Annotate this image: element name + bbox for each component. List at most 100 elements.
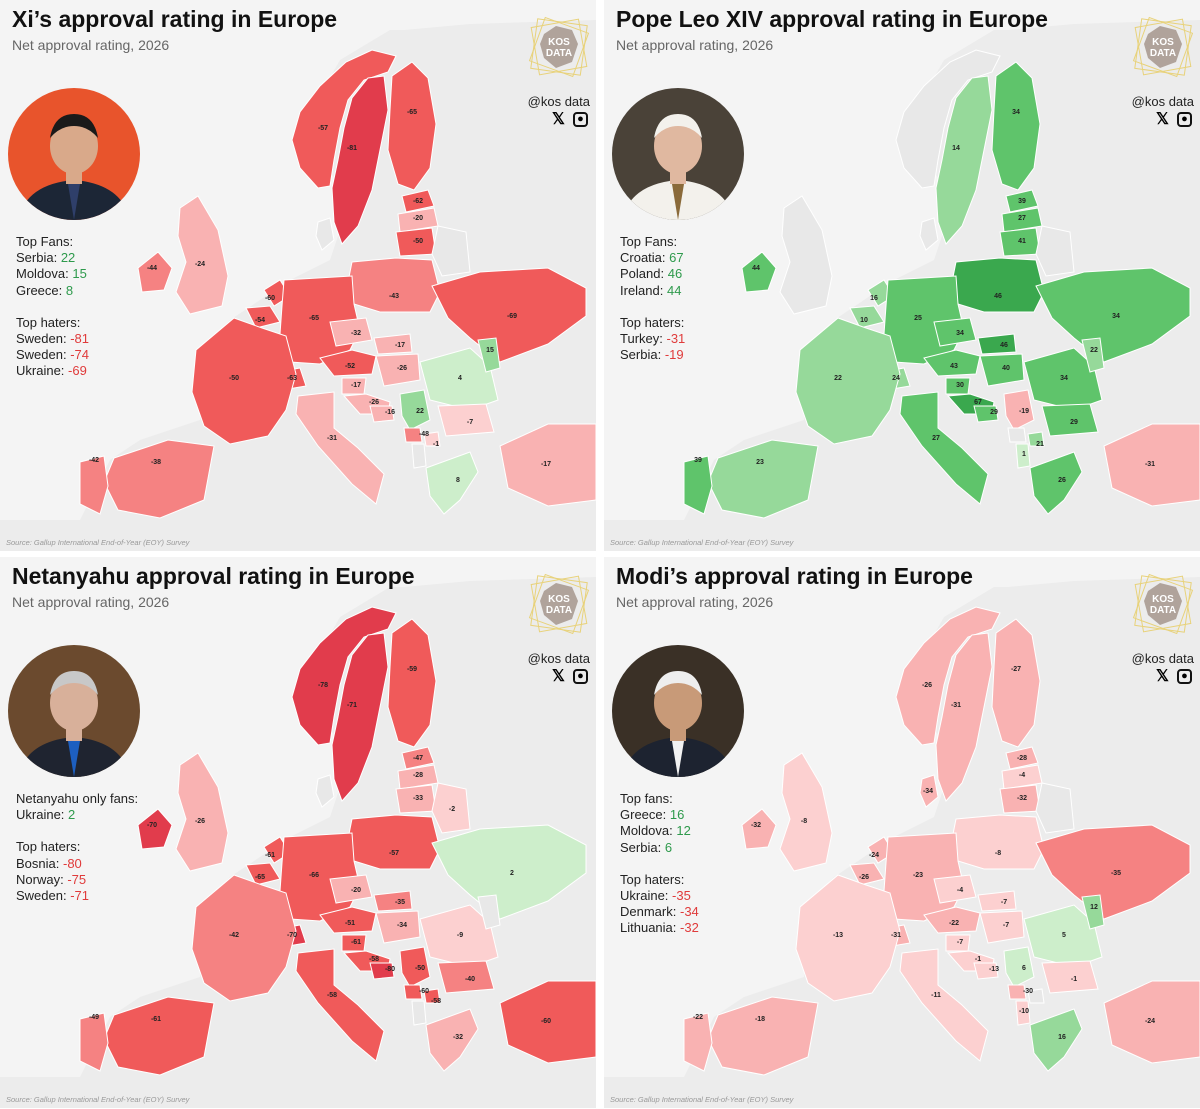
stats-row: Moldova: 12 [620,823,699,839]
map-label-spain: -61 [151,1016,161,1023]
map-label-slovakia: 46 [1000,342,1008,349]
country-montenegro [403,427,423,443]
country-moldova [477,894,501,930]
map-label-bulgaria: 29 [1070,419,1078,426]
panel-title: Pope Leo XIV approval rating in Europe [616,6,1048,32]
stats-box: Netanyahu only fans: Ukraine: 2 Top haters… [16,791,138,920]
map-label-ukraine: -35 [1111,870,1121,877]
country-sweden [331,632,389,802]
map-label-lithuania: -33 [413,795,423,802]
source-note: Source: Gallup International End-of-Year… [6,1095,190,1104]
country-norway [895,49,1001,189]
x-icon[interactable]: 𝕏 [552,111,565,128]
map-label-greece: 16 [1058,1034,1066,1041]
stats-country: Norway: [16,871,64,887]
map-label-romania: 5 [1062,932,1066,939]
stats-country: Bosnia: [16,855,60,871]
stats-value: 8 [65,282,74,298]
map-label-greece: 8 [456,477,460,484]
country-hungary [979,353,1025,387]
country-austria [923,906,981,934]
country-belgium [245,305,281,329]
map-label-poland: -8 [995,850,1001,857]
portrait-photo [612,88,744,220]
map-label-lithuania: 41 [1018,238,1026,245]
map-label-moldova: 22 [1090,347,1098,354]
stats-heading: Top haters: [620,871,685,887]
x-icon[interactable]: 𝕏 [552,668,565,685]
map-label-latvia: 27 [1018,215,1026,222]
map-label-ireland: -70 [147,822,157,829]
map-label-italy: -31 [327,435,337,442]
handle-text: @kos data [527,651,590,666]
map-label-slovenia: -7 [957,939,963,946]
map-label-ireland: 44 [752,265,760,272]
country-belarus [1035,782,1075,834]
logo-text-top: KOS [548,37,570,48]
country-france [795,874,901,1002]
country-czechia [329,317,373,347]
map-label-czechia: -32 [351,330,361,337]
map-label-netherlands: 16 [870,295,878,302]
country-belgium [849,862,885,886]
country-albania [1015,443,1031,469]
stats-row: Ireland: 44 [620,283,685,299]
logo-text-top: KOS [1152,594,1174,605]
map-label-norway: -26 [922,682,932,689]
country-norway [291,49,397,189]
country-ireland [741,251,777,293]
country-montenegro [1007,984,1027,1000]
map-label-netherlands: -24 [869,852,879,859]
map-label-romania: 34 [1060,375,1068,382]
map-label-spain: -38 [151,459,161,466]
kos-data-logo: KOS DATA [526,14,592,80]
instagram-icon[interactable]: ● [573,669,588,684]
country-poland [951,814,1045,870]
map-label-ukraine: 2 [510,870,514,877]
europe-map: -78 -71 -59 -47 -28 -33 -2 -57 2 -70 -26 -61 -65 -66 -… [0,577,596,1108]
country-serbia [1003,389,1035,431]
x-icon[interactable]: 𝕏 [1156,668,1169,685]
map-label-austria: -51 [345,920,355,927]
logo-text-bottom: DATA [1150,605,1176,616]
country-italy [899,391,989,505]
instagram-icon[interactable]: ● [573,112,588,127]
map-label-lithuania: -32 [1017,795,1027,802]
country-finland [387,618,437,748]
country-finland [991,618,1041,748]
country-ukraine [1035,824,1191,920]
country-italy [899,948,989,1062]
country-france [191,317,297,445]
map-label-turkey: -31 [1145,461,1155,468]
map-label-germany: 25 [914,315,922,322]
stats-country: Moldova: [16,266,69,282]
country-austria [923,349,981,377]
map-label-serbia: 6 [1022,965,1026,972]
stats-country: Sweden: [16,331,67,347]
map-label-moldova: 15 [486,347,494,354]
europe-map: 14 34 39 27 41 46 34 44 16 10 25 34 46 43 40 24 22 30 67 29… [604,20,1200,551]
country-sweden [935,632,993,802]
map-label-spain: 23 [756,459,764,466]
map-label-sweden: -71 [347,702,357,709]
stats-country: Croatia: [620,250,666,266]
stats-group: Netanyahu only fans: Ukraine: 2 [16,791,138,823]
stats-country: Greece: [16,282,63,298]
map-label-croatia: -58 [369,956,379,963]
country-bulgaria [1041,403,1099,437]
country-slovakia [977,333,1017,355]
map-label-denmark: -34 [923,788,933,795]
country-bosnia [369,962,395,980]
instagram-icon[interactable]: ● [1177,669,1192,684]
x-icon[interactable]: 𝕏 [1156,111,1169,128]
map-label-turkey: -24 [1145,1018,1155,1025]
social-links: 𝕏 ● [551,668,588,685]
country-estonia [1005,746,1039,770]
map-label-norway: -57 [318,125,328,132]
instagram-icon[interactable]: ● [1177,112,1192,127]
map-label-romania: 4 [458,375,462,382]
map-label-germany: -65 [309,315,319,322]
stats-row: Ukraine: -69 [16,363,89,379]
country-moldova [477,337,501,373]
stats-value: 6 [664,839,673,855]
